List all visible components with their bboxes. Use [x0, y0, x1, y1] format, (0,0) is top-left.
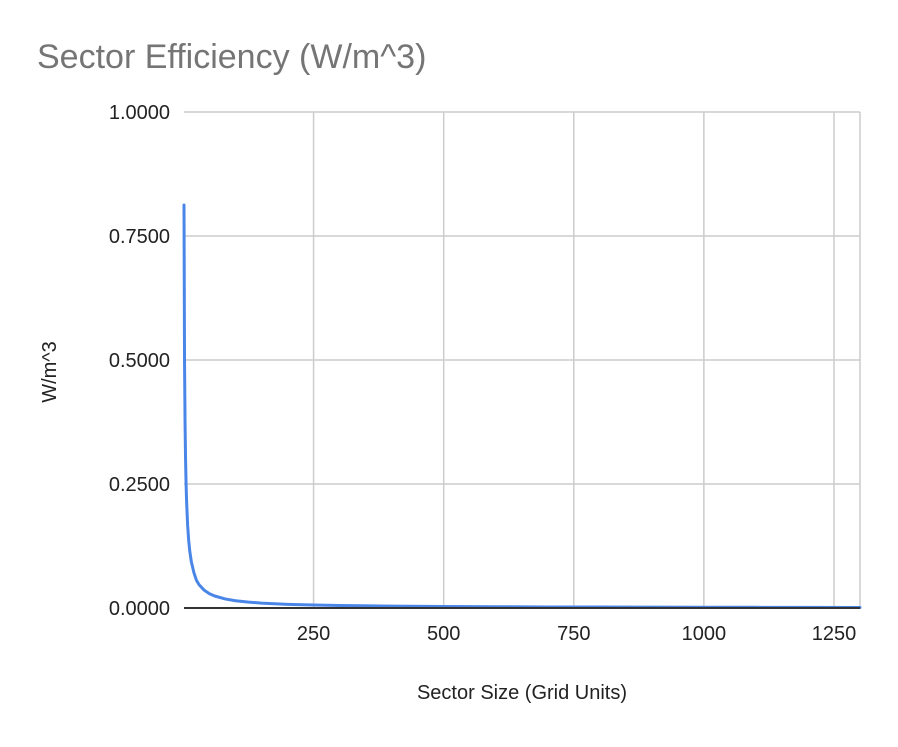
y-axis-title: W/m^3: [39, 341, 61, 403]
series-layer: [182, 203, 862, 609]
y-tick-label: 0.0000: [109, 598, 170, 620]
x-tick-label: 750: [557, 623, 590, 645]
chart-title: Sector Efficiency (W/m^3): [37, 38, 426, 76]
axis-layer: 0.0000 0.2500 0.5000 0.7500 1.0000 250 500 750 1…: [109, 102, 860, 645]
x-tick-label: 1000: [682, 623, 727, 645]
x-tick-label: 250: [297, 623, 330, 645]
x-tick-label: 500: [427, 623, 460, 645]
y-tick-label: 0.2500: [109, 474, 170, 496]
grid-layer: [184, 111, 861, 608]
y-tick-label: 0.7500: [109, 226, 170, 248]
series-line: [182, 203, 862, 609]
x-axis-title: Sector Size (Grid Units): [417, 682, 627, 704]
y-tick-label: 1.0000: [109, 102, 170, 124]
y-tick-label: 0.5000: [109, 350, 170, 372]
x-tick-label: 1250: [812, 623, 857, 645]
